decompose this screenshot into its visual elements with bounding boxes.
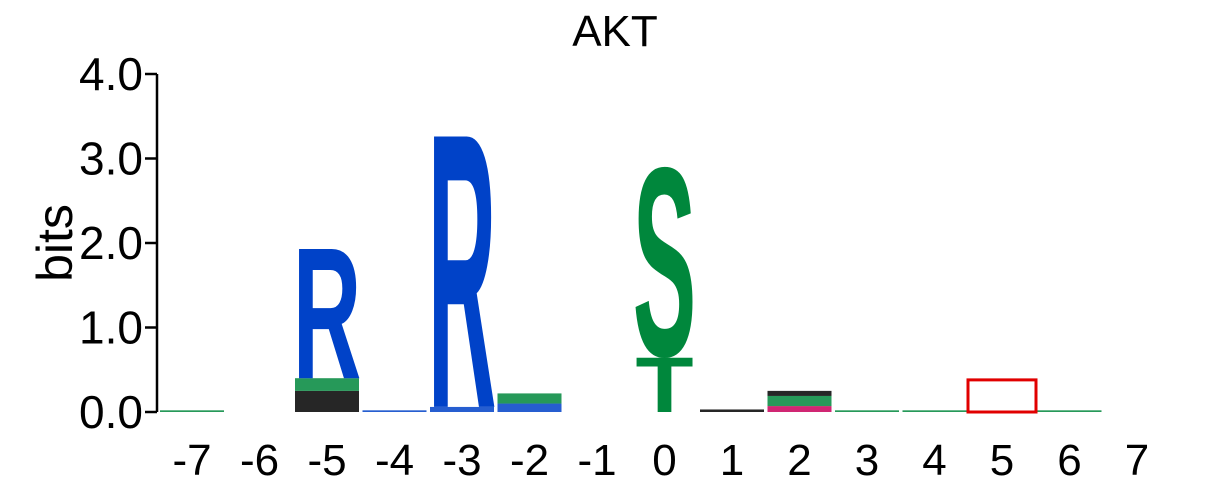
- logo-letter: R: [293, 208, 362, 419]
- x-tick-label: 5: [990, 436, 1014, 485]
- logo-letter-sliver: [160, 410, 224, 412]
- y-tick-label: 3.0: [79, 133, 143, 185]
- x-tick-label: -6: [240, 436, 279, 485]
- y-tick-label: 0.0: [79, 386, 143, 438]
- x-tick-label: -2: [510, 436, 549, 485]
- logo-letter-sliver: [835, 410, 899, 412]
- logo-column: [968, 380, 1036, 412]
- logo-letter-sliver: [768, 406, 832, 412]
- logo-column: TS: [633, 111, 696, 429]
- x-tick-label: 7: [1125, 436, 1149, 485]
- x-tick-label: -1: [577, 436, 616, 485]
- logo-columns: R R TS: [160, 51, 1102, 491]
- logo-letter-sliver: [363, 410, 427, 412]
- logo-column: [498, 393, 562, 412]
- x-axis: -7 -6 -5 -4 -3 -2 -1 0 1 2 3 4 5 6 7: [172, 436, 1149, 485]
- y-axis: 0.0 1.0 2.0 3.0 4.0: [79, 48, 157, 438]
- logo-letter: R: [428, 51, 497, 491]
- logo-letter-sliver: [768, 391, 832, 396]
- x-tick-label: 4: [922, 436, 946, 485]
- logo-letter: S: [633, 111, 696, 412]
- y-axis-label: bits: [27, 204, 83, 282]
- x-tick-label: -5: [307, 436, 346, 485]
- logo-column: [1038, 410, 1102, 412]
- x-tick-label: -7: [172, 436, 211, 485]
- logo-column: [363, 410, 427, 412]
- x-tick-label: 3: [855, 436, 879, 485]
- logo-letter-sliver: [498, 393, 562, 403]
- y-tick-label: 1.0: [79, 302, 143, 354]
- logo-column: [903, 410, 967, 412]
- logo-letter-sliver: [768, 396, 832, 406]
- logo-letter-sliver: [498, 404, 562, 412]
- y-tick-label: 2.0: [79, 217, 143, 269]
- x-tick-label: 6: [1057, 436, 1081, 485]
- logo-column: [700, 409, 764, 412]
- y-tick-label: 4.0: [79, 48, 143, 100]
- x-tick-label: -4: [375, 436, 414, 485]
- logo-column: [160, 410, 224, 412]
- x-tick-label: 0: [652, 436, 676, 485]
- logo-letter-sliver: [903, 410, 967, 412]
- x-tick-label: 1: [720, 436, 744, 485]
- x-tick-label: 2: [787, 436, 811, 485]
- logo-column: R: [293, 208, 362, 419]
- logo-letter-sliver: [700, 409, 764, 412]
- chart-title: AKT: [572, 7, 658, 56]
- highlight-box: [968, 380, 1036, 412]
- logo-letter-sliver: [1038, 410, 1102, 412]
- logo-column: [768, 391, 832, 412]
- x-tick-label: -3: [442, 436, 481, 485]
- logo-column: [835, 410, 899, 412]
- logo-column: R: [428, 51, 497, 491]
